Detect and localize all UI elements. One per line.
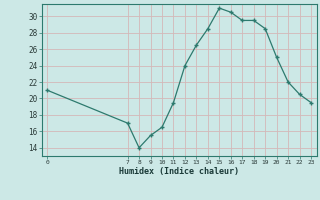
X-axis label: Humidex (Indice chaleur): Humidex (Indice chaleur) xyxy=(119,167,239,176)
